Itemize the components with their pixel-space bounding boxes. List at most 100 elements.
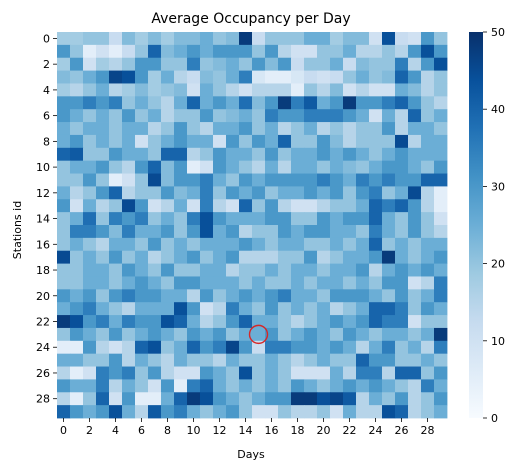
heatmap-cell [317, 186, 331, 200]
heatmap-cell [252, 122, 266, 136]
heatmap-cell [408, 302, 422, 316]
heatmap-cell [369, 353, 383, 367]
heatmap-cell [330, 147, 344, 162]
heatmap-cell [213, 366, 227, 380]
heatmap-cell [395, 263, 409, 277]
heatmap-cell [265, 405, 279, 419]
heatmap-cell [135, 302, 149, 316]
heatmap-cell [57, 44, 71, 59]
heatmap-cell [174, 366, 188, 380]
heatmap-cell [278, 302, 292, 316]
heatmap-cell [265, 327, 279, 342]
heatmap-cell [330, 96, 344, 110]
heatmap-cell [57, 289, 71, 303]
heatmap-cell [304, 44, 318, 59]
heatmap-cell [200, 109, 214, 123]
heatmap-cell [304, 366, 318, 380]
heatmap-cell [408, 405, 422, 419]
heatmap-cell [213, 57, 227, 71]
heatmap-cell [174, 44, 188, 59]
heatmap-cell [356, 109, 370, 123]
heatmap-cell [109, 405, 123, 419]
heatmap-cell [330, 263, 344, 277]
heatmap-cell [291, 366, 305, 380]
heatmap-cell [395, 379, 409, 393]
heatmap-cell [382, 134, 396, 149]
heatmap-cell [96, 315, 110, 329]
heatmap-cell [122, 147, 136, 162]
heatmap-cell [330, 392, 344, 406]
colorbar-tick-label: 40 [491, 103, 505, 116]
heatmap-cell [187, 134, 201, 149]
heatmap-cell [252, 147, 266, 162]
heatmap-cell [278, 327, 292, 342]
heatmap-cell [226, 160, 240, 174]
heatmap-cell [343, 302, 357, 316]
x-axis-ticks: 0 2 4 6 8 10 12 14 16 18 20 22 24 26 28 [60, 418, 435, 437]
heatmap-cell [356, 340, 370, 355]
heatmap-cell [291, 186, 305, 200]
heatmap-cell [343, 392, 357, 406]
heatmap-cell [395, 32, 409, 46]
heatmap-cell [122, 173, 136, 187]
heatmap-cell [434, 134, 448, 149]
heatmap-cell [343, 366, 357, 380]
heatmap-cell [395, 199, 409, 213]
heatmap-cell [395, 327, 409, 342]
heatmap-cell [291, 327, 305, 342]
heatmap-cell [252, 173, 266, 187]
heatmap-cell [200, 392, 214, 406]
heatmap-cell [148, 186, 162, 200]
heatmap-cell [369, 83, 383, 97]
heatmap-cell [122, 302, 136, 316]
heatmap-cell [70, 405, 84, 419]
heatmap-cell [291, 147, 305, 162]
heatmap-cell [226, 289, 240, 303]
heatmap-cell [83, 122, 97, 136]
heatmap-cell [382, 405, 396, 419]
heatmap-cell [174, 302, 188, 316]
heatmap-cell [291, 160, 305, 174]
heatmap-cell [252, 109, 266, 123]
heatmap-cell [122, 276, 136, 290]
heatmap-cell [265, 160, 279, 174]
heatmap-cell [148, 83, 162, 97]
heatmap-cell [408, 379, 422, 393]
heatmap-cell [330, 340, 344, 355]
heatmap-cell [265, 289, 279, 303]
heatmap-cell [252, 392, 266, 406]
heatmap-cell [226, 134, 240, 149]
heatmap-cell [369, 327, 383, 342]
heatmap-cell [226, 237, 240, 252]
heatmap-cell [187, 302, 201, 316]
heatmap-cell [96, 379, 110, 393]
heatmap-cell [239, 57, 253, 71]
y-tick-label: 6 [43, 110, 50, 123]
heatmap-cell [161, 366, 175, 380]
heatmap-cell [213, 405, 227, 419]
heatmap-cell [239, 32, 253, 46]
x-tick-label: 26 [395, 424, 409, 437]
heatmap-cell [278, 225, 292, 239]
heatmap-cell [83, 212, 97, 226]
heatmap-cell [304, 186, 318, 200]
heatmap-cell [148, 212, 162, 226]
x-tick-label: 18 [291, 424, 305, 437]
heatmap-cell [70, 289, 84, 303]
heatmap-cell [161, 147, 175, 162]
heatmap-cell [239, 237, 253, 252]
heatmap-cell [83, 173, 97, 187]
heatmap-cell [122, 212, 136, 226]
heatmap-cell [122, 225, 136, 239]
heatmap-cell [395, 70, 409, 84]
heatmap-cell [122, 315, 136, 329]
heatmap-cell [278, 405, 292, 419]
heatmap-cell [317, 366, 331, 380]
heatmap-cell [252, 44, 266, 59]
heatmap-cell [304, 276, 318, 290]
heatmap-cell [161, 44, 175, 59]
heatmap-cell [57, 405, 71, 419]
heatmap-cell [161, 250, 175, 264]
heatmap-cell [148, 225, 162, 239]
heatmap-cell [343, 353, 357, 367]
